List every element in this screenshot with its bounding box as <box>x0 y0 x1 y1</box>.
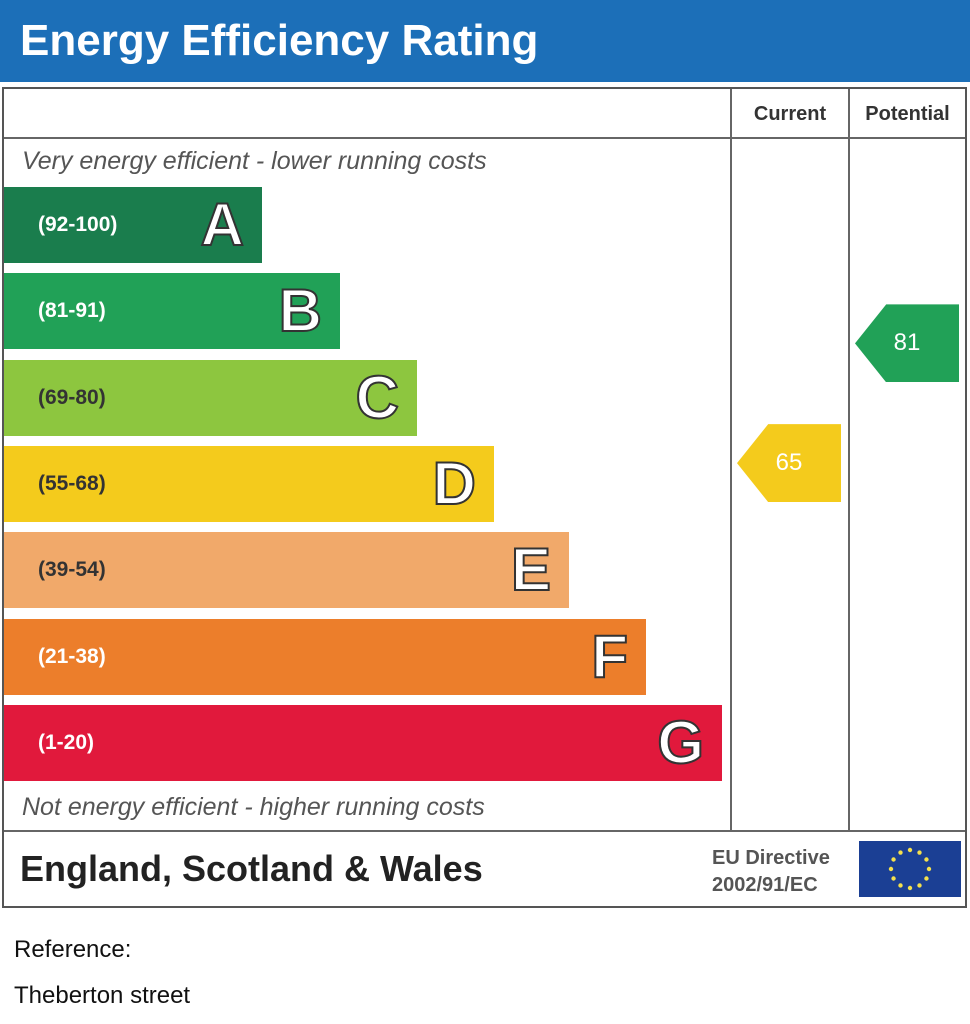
eu-star-icon <box>924 857 929 862</box>
band-letter: G <box>656 708 705 777</box>
band-bar-a: (92-100) A <box>4 187 262 263</box>
eu-star-icon <box>917 883 922 888</box>
potential-rating-arrow: 81 <box>855 304 959 383</box>
potential-column-header: Potential <box>865 103 950 125</box>
page-title: Energy Efficiency Rating <box>0 0 970 82</box>
divider <box>848 89 850 830</box>
eu-star-icon <box>926 866 932 872</box>
band-bar-g: (1-20) G <box>4 704 722 781</box>
eu-star-icon <box>917 850 922 855</box>
eu-star-icon <box>891 857 896 862</box>
band-letter: D <box>432 449 477 518</box>
eu-directive: EU Directive 2002/91/EC <box>712 845 830 899</box>
eu-star-icon <box>891 876 896 881</box>
band-bar-e: (39-54) E <box>4 532 569 609</box>
divider <box>4 137 965 139</box>
band-letter: B <box>278 276 323 345</box>
eu-star-icon <box>924 876 929 881</box>
band-range: (81-91) <box>38 299 106 323</box>
divider <box>730 89 732 830</box>
reference-value: Theberton street <box>14 982 191 1009</box>
current-column-header: Current <box>753 103 827 125</box>
band-bar-c: (69-80) C <box>4 359 417 436</box>
band-range: (55-68) <box>38 471 106 495</box>
bottom-note: Not energy efficient - higher running co… <box>22 793 485 821</box>
eu-directive-line1: EU Directive <box>712 847 830 869</box>
eu-star-icon <box>888 866 894 872</box>
region-label: England, Scotland & Wales <box>20 848 483 889</box>
band-letter: F <box>590 622 629 691</box>
band-range: (21-38) <box>38 644 106 668</box>
eu-flag-icon <box>859 841 961 897</box>
eu-star-icon <box>907 885 913 891</box>
band-range: (92-100) <box>38 213 118 236</box>
band-bar-f: (21-38) F <box>4 618 646 695</box>
eu-directive-line2: 2002/91/EC <box>712 874 818 896</box>
band-letter: E <box>510 535 552 604</box>
top-note: Very energy efficient - lower running co… <box>22 147 487 175</box>
band-range: (1-20) <box>38 730 95 754</box>
eu-star-icon <box>898 883 903 888</box>
current-rating-arrow: 65 <box>737 424 841 503</box>
eu-star-icon <box>907 847 913 853</box>
band-letter: C <box>355 363 400 432</box>
divider <box>4 830 965 832</box>
rating-chart: Current Potential Very energy efficient … <box>2 87 967 908</box>
band-bar-d: (55-68) D <box>4 445 494 522</box>
band-range: (39-54) <box>38 558 106 582</box>
reference-label: Reference: <box>14 936 132 963</box>
band-range: (69-80) <box>38 385 106 409</box>
eu-star-icon <box>898 850 903 855</box>
band-letter: A <box>200 190 245 259</box>
band-bar-b: (81-91) B <box>4 273 340 350</box>
